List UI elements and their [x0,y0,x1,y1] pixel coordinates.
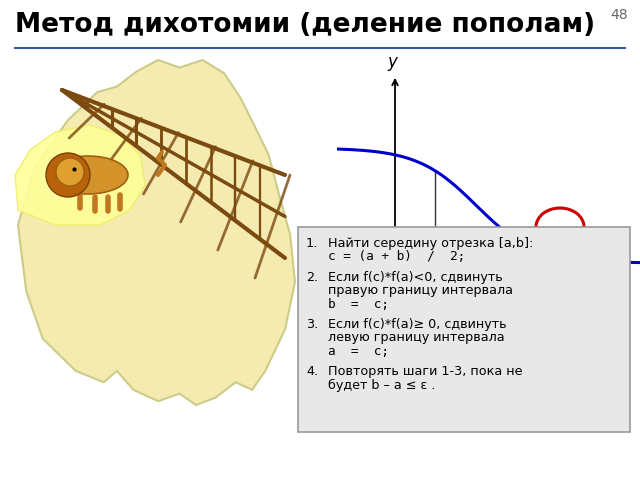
Text: Если f(c)*f(a)<0, сдвинуть: Если f(c)*f(a)<0, сдвинуть [328,271,503,284]
Text: c: c [538,237,546,252]
Text: 2.: 2. [306,271,318,284]
Circle shape [46,153,90,197]
Text: Повторять шаги 1-3, пока не: Повторять шаги 1-3, пока не [328,365,522,378]
Text: a: a [430,237,440,252]
Text: b  =  c;: b = c; [328,298,389,311]
Text: Метод дихотомии (деление пополам): Метод дихотомии (деление пополам) [15,12,595,38]
Text: Если f(c)*f(a)≥ 0, сдвинуть: Если f(c)*f(a)≥ 0, сдвинуть [328,318,507,331]
Text: будет b – a ≤ ε .: будет b – a ≤ ε . [328,379,435,392]
Text: c = (a + b)  /  2;: c = (a + b) / 2; [328,251,465,264]
Text: b: b [577,237,587,252]
Text: Найти середину отрезка [a,b]:: Найти середину отрезка [a,b]: [328,237,533,250]
Polygon shape [15,125,145,225]
Circle shape [56,158,84,186]
Text: 1.: 1. [306,237,318,250]
Text: x: x [615,224,625,242]
Text: 4.: 4. [306,365,318,378]
Polygon shape [18,60,295,405]
Text: y: y [387,53,397,71]
FancyBboxPatch shape [298,227,630,432]
Ellipse shape [48,156,128,194]
Text: $x^*$: $x^*$ [488,233,506,252]
Text: правую границу интервала: правую границу интервала [328,284,513,297]
Text: левую границу интервала: левую границу интервала [328,332,504,345]
Text: 3.: 3. [306,318,318,331]
Text: 48: 48 [611,8,628,22]
Text: a  =  c;: a = c; [328,345,389,358]
